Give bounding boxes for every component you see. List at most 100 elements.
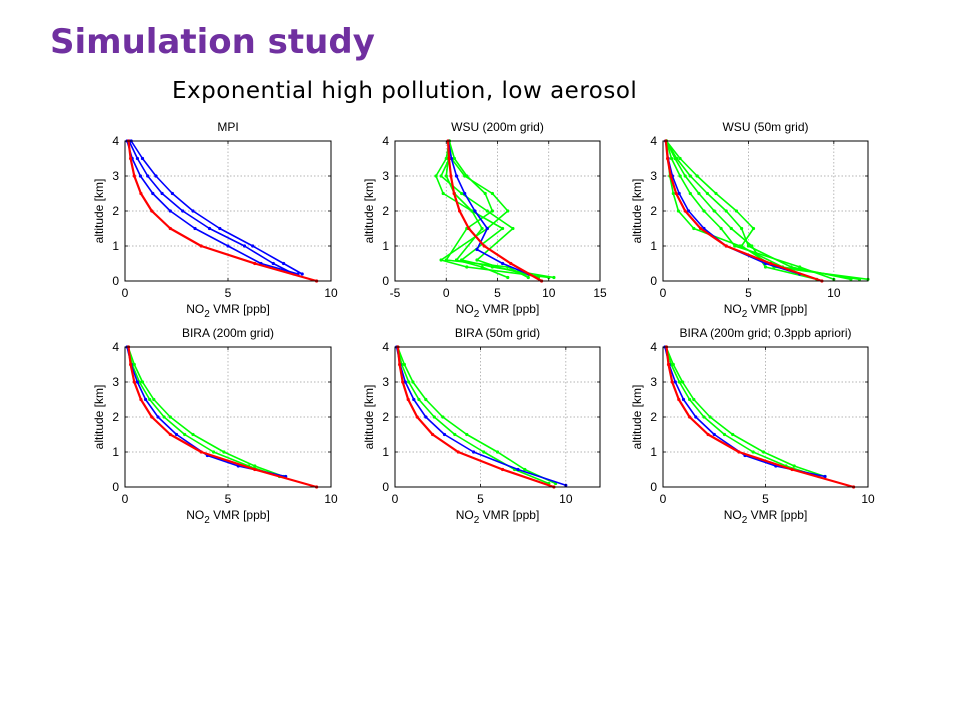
data-point (417, 397, 421, 402)
data-point (677, 397, 681, 402)
data-point (678, 174, 682, 178)
data-point (129, 156, 133, 161)
data-point (705, 191, 710, 196)
x-axis-label: NO2 VMR [ppb] (186, 302, 270, 320)
data-point (407, 380, 411, 384)
data-point (490, 209, 494, 213)
data-point (251, 244, 255, 248)
data-point (482, 244, 486, 248)
data-point (160, 191, 164, 196)
data-point (144, 397, 148, 402)
y-tick-label: 2 (650, 204, 657, 218)
data-point (300, 272, 304, 276)
x-tick-label: 0 (443, 286, 450, 300)
data-point (132, 380, 136, 384)
data-point (708, 415, 712, 419)
data-point (523, 467, 527, 472)
x-tick-label: 5 (477, 492, 484, 506)
data-point (168, 415, 172, 419)
data-point (207, 226, 212, 231)
data-point (482, 450, 486, 454)
x-axis-label: NO2 VMR [ppb] (456, 302, 540, 320)
data-point (139, 397, 143, 402)
data-point (702, 415, 706, 419)
data-point (790, 467, 794, 472)
y-axis-label: altitude [km] (362, 385, 376, 450)
data-point (411, 380, 415, 384)
x-tick-label: 15 (593, 286, 607, 300)
data-point (465, 174, 469, 178)
data-point (156, 415, 160, 419)
data-point (677, 380, 682, 384)
x-tick-label: 5 (762, 492, 769, 506)
data-point (150, 209, 154, 213)
data-point (132, 174, 136, 178)
chart-title: WSU (200m grid) (451, 120, 544, 134)
data-point (135, 156, 139, 161)
data-point (432, 415, 436, 419)
data-point (434, 174, 438, 178)
x-tick-label: 5 (225, 286, 232, 300)
data-point (746, 244, 751, 248)
data-point (467, 226, 471, 231)
data-point (403, 380, 407, 384)
data-point (458, 209, 462, 213)
x-tick-label: 10 (861, 492, 875, 506)
data-point (697, 191, 701, 196)
data-point (687, 209, 691, 213)
y-tick-label: 1 (650, 239, 657, 253)
x-tick-label: 0 (122, 492, 129, 506)
data-point (470, 209, 474, 213)
data-point (226, 244, 230, 248)
data-point (683, 209, 687, 213)
data-point (480, 226, 484, 231)
data-point (439, 174, 443, 178)
chart-title: BIRA (200m grid) (182, 326, 274, 340)
y-tick-label: 0 (650, 480, 657, 494)
chart-panel-6: 0 5 10 0 1 2 3 4 BIRA (200m grid; 0.3ppb apriori… (630, 326, 875, 526)
data-point (750, 244, 754, 248)
series-2 (126, 139, 319, 283)
slide-title: Simulation study (50, 22, 375, 62)
data-point (174, 432, 179, 437)
data-point (415, 415, 419, 419)
y-tick-label: 0 (382, 480, 389, 494)
data-point (465, 432, 469, 437)
chart-title: MPI (217, 120, 238, 134)
data-point (138, 174, 142, 178)
series-3 (126, 345, 319, 489)
data-point (442, 432, 447, 437)
data-point (688, 397, 692, 402)
y-axis-label: altitude [km] (362, 179, 376, 244)
data-point (150, 415, 154, 419)
data-point (439, 258, 443, 262)
y-tick-label: 1 (650, 445, 657, 459)
series-3 (446, 139, 544, 283)
y-axis-label: altitude [km] (630, 385, 644, 450)
data-point (681, 397, 686, 402)
data-point (168, 432, 172, 437)
data-point (460, 258, 464, 262)
data-point (552, 275, 556, 280)
data-point (454, 174, 459, 178)
data-point (441, 191, 445, 196)
y-tick-label: 3 (382, 375, 389, 389)
data-point (475, 258, 479, 262)
data-point (673, 156, 677, 161)
x-axis-label: NO2 VMR [ppb] (724, 508, 808, 526)
data-point (412, 397, 416, 402)
data-point (666, 156, 670, 161)
y-tick-label: 0 (650, 274, 657, 288)
data-point (444, 174, 448, 178)
data-point (139, 191, 143, 196)
data-point (669, 174, 673, 178)
data-point (702, 209, 706, 213)
data-point (706, 432, 710, 437)
y-tick-label: 1 (382, 445, 389, 459)
data-point (406, 397, 410, 402)
chart-panel-4: 0 5 10 0 1 2 3 4 BIRA (200m grid) NO2 VMR [ppb] al… (92, 326, 338, 526)
x-axis-label: NO2 VMR [ppb] (724, 302, 808, 320)
y-tick-label: 3 (112, 169, 119, 183)
y-tick-label: 3 (650, 375, 657, 389)
